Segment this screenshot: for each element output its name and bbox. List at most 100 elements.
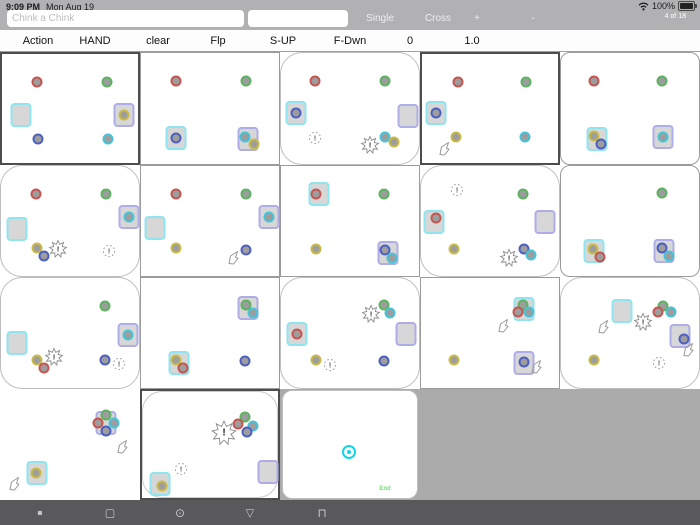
- coin-green[interactable]: [656, 187, 668, 199]
- record-icon[interactable]: ⊙: [174, 505, 186, 520]
- coin-red[interactable]: [309, 75, 321, 87]
- coin-red[interactable]: [594, 251, 606, 263]
- coin-cyan[interactable]: [263, 211, 275, 223]
- coin-red[interactable]: [31, 76, 43, 88]
- pad-cyan[interactable]: [10, 103, 32, 127]
- coin-green[interactable]: [656, 75, 668, 87]
- coin-cyan[interactable]: [525, 249, 537, 261]
- coin-red[interactable]: [291, 328, 303, 340]
- coin-blue[interactable]: [430, 107, 442, 119]
- coin-red[interactable]: [232, 418, 244, 430]
- frame-icon[interactable]: ▢: [104, 506, 116, 519]
- coin-yellow[interactable]: [170, 242, 182, 254]
- clear-button[interactable]: clear: [146, 34, 170, 47]
- coin-yellow[interactable]: [170, 354, 182, 366]
- single-button[interactable]: Single: [366, 13, 394, 24]
- coin-blue[interactable]: [32, 133, 44, 145]
- pad-purple[interactable]: [534, 210, 556, 234]
- coin-blue[interactable]: [379, 244, 391, 256]
- coin-cyan[interactable]: [519, 131, 531, 143]
- frame-cell-4[interactable]: [420, 52, 560, 165]
- coin-green[interactable]: [517, 188, 529, 200]
- trick-name-input[interactable]: [7, 10, 244, 27]
- coin-red[interactable]: [512, 306, 524, 318]
- coin-green[interactable]: [99, 300, 111, 312]
- frame-cell-14[interactable]: [420, 277, 560, 389]
- frame-cell-2[interactable]: [140, 52, 280, 165]
- coin-cyan[interactable]: [239, 131, 251, 143]
- coin-green[interactable]: [520, 76, 532, 88]
- coin-cyan[interactable]: [384, 307, 396, 319]
- coin-cyan[interactable]: [386, 252, 398, 264]
- frame-cell-6[interactable]: ! !: [0, 165, 140, 277]
- zero-button[interactable]: 0: [406, 34, 414, 47]
- coin-cyan[interactable]: [523, 306, 535, 318]
- cross-button[interactable]: Cross: [424, 13, 452, 24]
- pad-purple[interactable]: [257, 460, 279, 484]
- coin-blue[interactable]: [99, 354, 111, 366]
- coin-red[interactable]: [170, 75, 182, 87]
- coin-blue[interactable]: [239, 355, 251, 367]
- minus-button[interactable]: -: [531, 13, 535, 24]
- frame-cell-1[interactable]: [0, 52, 140, 165]
- coin-cyan[interactable]: [657, 131, 669, 143]
- coin-red[interactable]: [452, 76, 464, 88]
- plus-button[interactable]: +: [474, 13, 480, 24]
- speed-button[interactable]: 1.0: [464, 34, 480, 47]
- coin-cyan[interactable]: [123, 211, 135, 223]
- coin-cyan[interactable]: [663, 250, 675, 262]
- coin-blue[interactable]: [240, 244, 252, 256]
- action-button[interactable]: Action: [22, 34, 54, 47]
- coin-yellow[interactable]: [588, 354, 600, 366]
- frame-cell-11[interactable]: ! !: [0, 277, 140, 389]
- frame-cell-8[interactable]: [280, 165, 420, 277]
- coin-blue[interactable]: [678, 333, 690, 345]
- frame-cell-10[interactable]: [560, 165, 700, 277]
- flp-button[interactable]: Flp: [210, 34, 226, 47]
- f-dwn-button[interactable]: F-Dwn: [333, 34, 367, 47]
- coin-yellow[interactable]: [248, 138, 260, 150]
- coin-cyan[interactable]: [108, 417, 120, 429]
- frame-cell-18[interactable]: End: [282, 390, 418, 499]
- frame-cell-16[interactable]: [0, 389, 140, 500]
- coin-yellow[interactable]: [310, 354, 322, 366]
- coin-green[interactable]: [100, 409, 112, 421]
- frame-cell-7[interactable]: [140, 165, 280, 277]
- coin-cyan[interactable]: [247, 307, 259, 319]
- coin-blue[interactable]: [290, 107, 302, 119]
- coin-cyan[interactable]: [665, 306, 677, 318]
- coin-yellow[interactable]: [448, 354, 460, 366]
- pause-icon[interactable]: ⊓: [317, 505, 327, 520]
- coin-cyan[interactable]: [122, 329, 134, 341]
- coin-blue[interactable]: [241, 426, 253, 438]
- target-icon[interactable]: [342, 445, 356, 459]
- coin-green[interactable]: [239, 411, 251, 423]
- coin-red[interactable]: [30, 188, 42, 200]
- coin-yellow[interactable]: [388, 136, 400, 148]
- coin-blue[interactable]: [38, 250, 50, 262]
- coin-red[interactable]: [38, 362, 50, 374]
- coin-green[interactable]: [379, 75, 391, 87]
- hand-button[interactable]: HAND: [79, 34, 111, 47]
- coin-red[interactable]: [177, 362, 189, 374]
- secondary-input[interactable]: [248, 10, 348, 27]
- pad-purple[interactable]: [395, 322, 417, 346]
- coin-blue[interactable]: [518, 356, 530, 368]
- frame-cell-13[interactable]: ! !: [280, 277, 420, 389]
- coin-blue[interactable]: [170, 132, 182, 144]
- frame-cell-5[interactable]: [560, 52, 700, 165]
- coin-yellow[interactable]: [30, 467, 42, 479]
- coin-green[interactable]: [240, 75, 252, 87]
- coin-red[interactable]: [170, 188, 182, 200]
- coin-blue[interactable]: [100, 425, 112, 437]
- coin-red[interactable]: [92, 417, 104, 429]
- coin-green[interactable]: [101, 76, 113, 88]
- coin-green[interactable]: [100, 188, 112, 200]
- coin-yellow[interactable]: [450, 131, 462, 143]
- coin-yellow[interactable]: [118, 109, 130, 121]
- pad-cyan[interactable]: [611, 299, 633, 323]
- s-up-button[interactable]: S-UP: [269, 34, 297, 47]
- frame-cell-3[interactable]: ! !: [280, 52, 420, 165]
- frame-cell-12[interactable]: [140, 277, 280, 389]
- frame-cell-9[interactable]: ! !: [420, 165, 560, 277]
